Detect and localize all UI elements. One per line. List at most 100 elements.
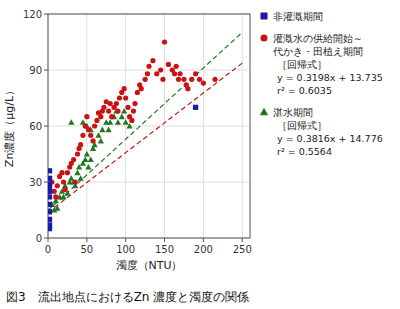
point bbox=[119, 114, 125, 120]
point bbox=[122, 86, 127, 91]
point bbox=[48, 217, 52, 222]
point bbox=[78, 175, 84, 181]
point bbox=[94, 118, 99, 123]
point bbox=[107, 119, 113, 125]
regression-equation: y = 0.3198x + 13.735 bbox=[277, 72, 383, 83]
point bbox=[48, 226, 52, 231]
point bbox=[62, 187, 67, 192]
legend-label: 代かき・田植え期間 bbox=[272, 46, 363, 57]
point bbox=[99, 127, 105, 133]
point bbox=[150, 58, 155, 63]
regression-line bbox=[48, 32, 242, 210]
tick-x bbox=[164, 238, 165, 242]
legend: 非灌漑期間灌漑水の供給開始～ 代かき・田植え期間 ［回帰式］ y = 0.3198x … bbox=[260, 11, 383, 157]
point bbox=[193, 71, 198, 76]
point bbox=[48, 202, 52, 207]
tick-label-x: 50 bbox=[80, 244, 93, 255]
point bbox=[176, 77, 181, 82]
tick-x bbox=[125, 238, 126, 242]
tick-x bbox=[48, 238, 49, 242]
point bbox=[53, 194, 58, 199]
tick-x bbox=[242, 238, 243, 242]
tick-y bbox=[44, 238, 48, 239]
point bbox=[82, 156, 88, 162]
point bbox=[181, 77, 186, 82]
point bbox=[65, 170, 70, 175]
point bbox=[126, 123, 132, 129]
point bbox=[55, 183, 60, 188]
point bbox=[143, 77, 148, 82]
point bbox=[86, 127, 91, 132]
point bbox=[166, 62, 171, 67]
tick-label-y: 90 bbox=[29, 65, 42, 76]
title: 図3 流出地点におけるZn 濃度と濁度の関係 bbox=[6, 290, 249, 304]
series-points bbox=[48, 105, 198, 232]
legend-label: 灌漑水の供給開始～ bbox=[273, 33, 363, 44]
legend-marker bbox=[261, 35, 268, 42]
tick-label-x: 250 bbox=[233, 244, 252, 255]
legend-label: 非灌漑期間 bbox=[273, 11, 323, 22]
point bbox=[197, 77, 202, 82]
point bbox=[105, 127, 111, 133]
point bbox=[48, 189, 52, 194]
tick-label-y: 120 bbox=[23, 9, 42, 20]
point bbox=[162, 39, 167, 44]
point bbox=[131, 108, 136, 113]
point bbox=[158, 67, 163, 72]
point bbox=[52, 189, 57, 194]
point bbox=[54, 205, 60, 211]
point bbox=[146, 64, 151, 69]
point bbox=[92, 123, 97, 128]
point bbox=[48, 176, 52, 181]
point bbox=[101, 105, 106, 110]
point bbox=[48, 168, 52, 173]
tick-y bbox=[44, 182, 48, 183]
point bbox=[71, 157, 76, 162]
points bbox=[48, 39, 218, 231]
point bbox=[61, 179, 66, 184]
tick-y bbox=[44, 126, 48, 127]
series-points bbox=[49, 39, 217, 199]
regression-label: ［回帰式］ bbox=[277, 120, 327, 131]
point bbox=[154, 71, 159, 76]
point bbox=[59, 170, 64, 175]
point bbox=[84, 114, 89, 119]
point bbox=[139, 86, 144, 91]
point bbox=[125, 105, 130, 110]
tick-label-x: 100 bbox=[116, 244, 135, 255]
plot-frame bbox=[48, 14, 250, 238]
plot-data bbox=[48, 32, 242, 231]
point bbox=[115, 119, 121, 125]
point bbox=[193, 105, 198, 110]
regression-line bbox=[48, 63, 242, 212]
axes: 0501001502002500306090120 bbox=[23, 9, 252, 256]
point bbox=[123, 119, 129, 125]
point bbox=[123, 95, 128, 100]
grid-line-y bbox=[48, 126, 250, 127]
point bbox=[201, 80, 206, 85]
grid bbox=[48, 14, 250, 238]
tick-y bbox=[44, 14, 48, 15]
point bbox=[78, 142, 83, 147]
point bbox=[160, 77, 165, 82]
point bbox=[48, 194, 52, 199]
regression-equation: y = 0.3816x + 14.776 bbox=[277, 133, 383, 144]
point bbox=[73, 179, 78, 184]
point bbox=[106, 108, 111, 113]
point bbox=[212, 77, 217, 82]
point bbox=[48, 209, 52, 214]
point bbox=[88, 156, 94, 162]
regression-r2: r² = 0.6035 bbox=[277, 85, 332, 96]
point bbox=[117, 95, 122, 100]
point bbox=[172, 71, 177, 76]
point bbox=[68, 119, 74, 125]
point bbox=[177, 71, 182, 76]
y-axis-label: Zn濃度（μg/L） bbox=[3, 85, 16, 167]
point bbox=[115, 108, 120, 113]
tick-label-x: 150 bbox=[155, 244, 174, 255]
tick-x bbox=[86, 238, 87, 242]
regression-label: ［回帰式］ bbox=[277, 59, 327, 70]
legend-marker bbox=[261, 13, 268, 20]
point bbox=[132, 101, 137, 106]
tick-y bbox=[44, 70, 48, 71]
